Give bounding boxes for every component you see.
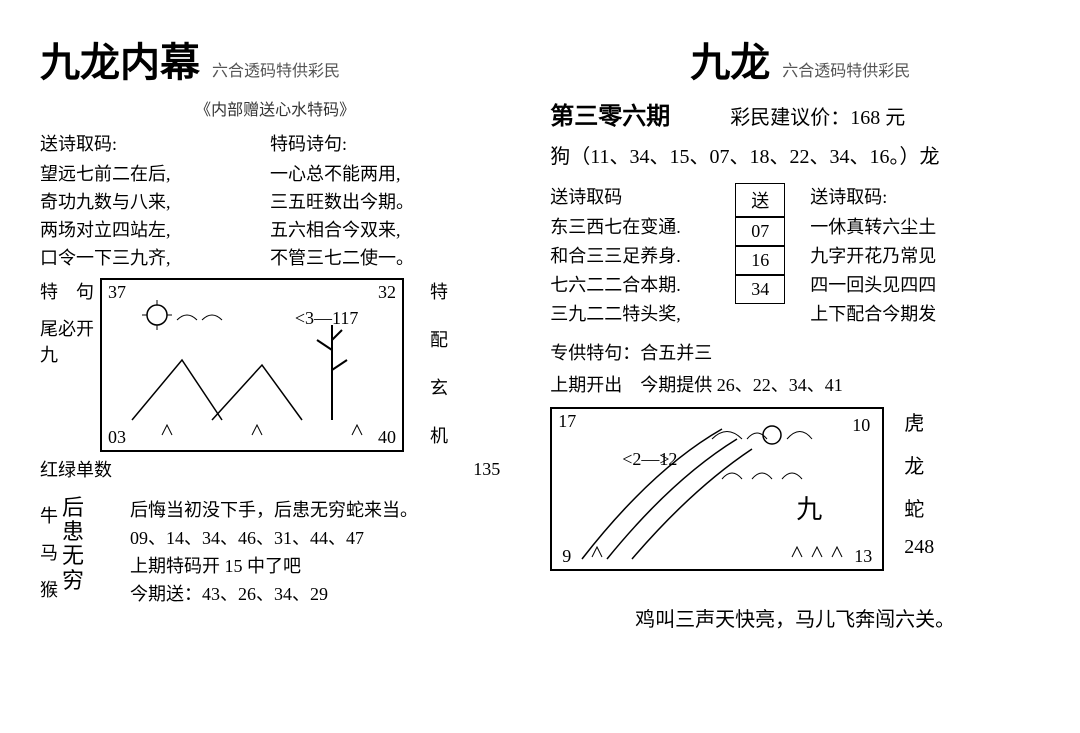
grid-left-line: 和合三三足养身. [550,242,710,268]
poem-right-line: 一心总不能两用, [270,160,480,186]
zodiac-numbers: 狗（11、34、15、07、18、22、34、16。）龙 [550,140,1040,169]
special-phrase: 专供特句：合五并三 [550,339,1040,365]
poem-left-line: 口令一下三九齐, [40,244,250,270]
left-panel: 九龙内幕 六合透码特供彩民 《内部赠送心水特码》 送诗取码: 望远七前二在后, … [40,30,510,632]
bottom-line: 后悔当初没下手，后患无穷蛇来当。 [130,496,418,522]
grid-right-line: 上下配合今期发 [810,300,990,326]
right-drawing-box: 17 10 9 13 <2—12> 九 [550,407,884,571]
right-label: 特 [430,278,448,304]
poem-right-line: 三五旺数出今期。 [270,188,480,214]
grid-mid-cell: 34 [735,275,785,304]
bottom-idiom-char: 后 [62,496,84,520]
box-num-bl: 03 [108,427,126,448]
left-poems: 送诗取码: 望远七前二在后, 奇功九数与八来, 两场对立四站左, 口令一下三九齐… [40,130,510,272]
poem-left-line: 奇功九数与八来, [40,188,250,214]
bottom-zodiac: 猴 [40,576,58,602]
grid-right-line: 一休真转六尘土 [810,213,990,239]
right-drawing-svg [552,409,882,569]
bottom-idiom-char: 无 [62,544,84,568]
grid-left-line: 三九二二特头奖, [550,300,710,326]
bottom-zodiac: 马 [40,539,58,565]
right-label: 玄 [430,374,448,400]
grid-mid-cell: 07 [735,217,785,246]
box2-num-tl: 17 [558,411,576,432]
grid-left-line: 东三西七在变通. [550,213,710,239]
bottom-zodiac: 牛 [40,502,58,528]
side-zodiac: 虎 [904,407,954,436]
grid-mid-cell: 16 [735,246,785,275]
left-drawing-box: 37 32 03 40 <3—117 [100,278,404,452]
left-label-2: 尾必开九 [40,315,100,367]
bottom-line: 09、14、34、46、31、44、47 [130,524,418,550]
grid-right-line: 九字开花乃常见 [810,242,990,268]
poem-right-line: 不管三七二使一。 [270,244,480,270]
left-title: 九龙内幕 [40,30,200,88]
poem-right-head: 特码诗句: [270,130,480,156]
right-title: 九龙 [690,30,770,88]
issue-number: 第三零六期 [550,96,670,131]
grid-mid-cell: 送 [735,183,785,217]
side-zodiac: 蛇 [904,493,954,522]
right-panel: 九龙 六合透码特供彩民 第三零六期 彩民建议价：168 元 狗（11、34、15… [550,30,1040,632]
bottom-line: 上期特码开 15 中了吧 [130,552,418,578]
right-label: 配 [430,326,448,352]
box2-char: 九 [796,489,822,526]
box-num-tr: 32 [378,282,396,303]
right-subtitle: 六合透码特供彩民 [782,57,910,81]
grid-right-line: 四一回头见四四 [810,271,990,297]
couplet: 鸡叫三声天快亮，马儿飞奔闯六关。 [550,603,1040,632]
left-subtitle: 六合透码特供彩民 [212,57,340,81]
right-label: 机 [430,422,448,448]
box2-mid: <2—12> [622,449,669,470]
poem-left-head: 送诗取码: [40,130,250,156]
side-number: 248 [904,536,954,559]
left-subtitle2: 《内部赠送心水特码》 [40,96,510,120]
below-right: 135 [473,459,500,480]
grid-left-line: 七六二二合本期. [550,271,710,297]
left-label-1: 特 句 [40,278,100,304]
box2-num-tr: 10 [852,415,870,436]
bottom-idiom-char: 患 [62,520,84,544]
box2-num-br: 13 [854,546,872,567]
box-num-mid: <3—117 [295,308,332,329]
left-drawing-svg [102,280,402,450]
bottom-idiom-char: 穷 [62,569,84,593]
poem-left-line: 两场对立四站左, [40,216,250,242]
poem-right-line: 五六相合今双来, [270,216,480,242]
bottom-line: 今期送：43、26、34、29 [130,580,418,606]
provide-line: 上期开出 今期提供 26、22、34、41 [550,371,1040,397]
grid-right-head: 送诗取码: [810,183,990,209]
poem-left-line: 望远七前二在后, [40,160,250,186]
box-num-br: 40 [378,427,396,448]
side-zodiac: 龙 [904,450,954,479]
box-num-tl: 37 [108,282,126,303]
price: 彩民建议价：168 元 [730,101,905,130]
grid-left-head: 送诗取码 [550,183,710,209]
below-left: 红绿单数 [40,456,140,482]
box2-num-bl: 9 [562,546,571,567]
